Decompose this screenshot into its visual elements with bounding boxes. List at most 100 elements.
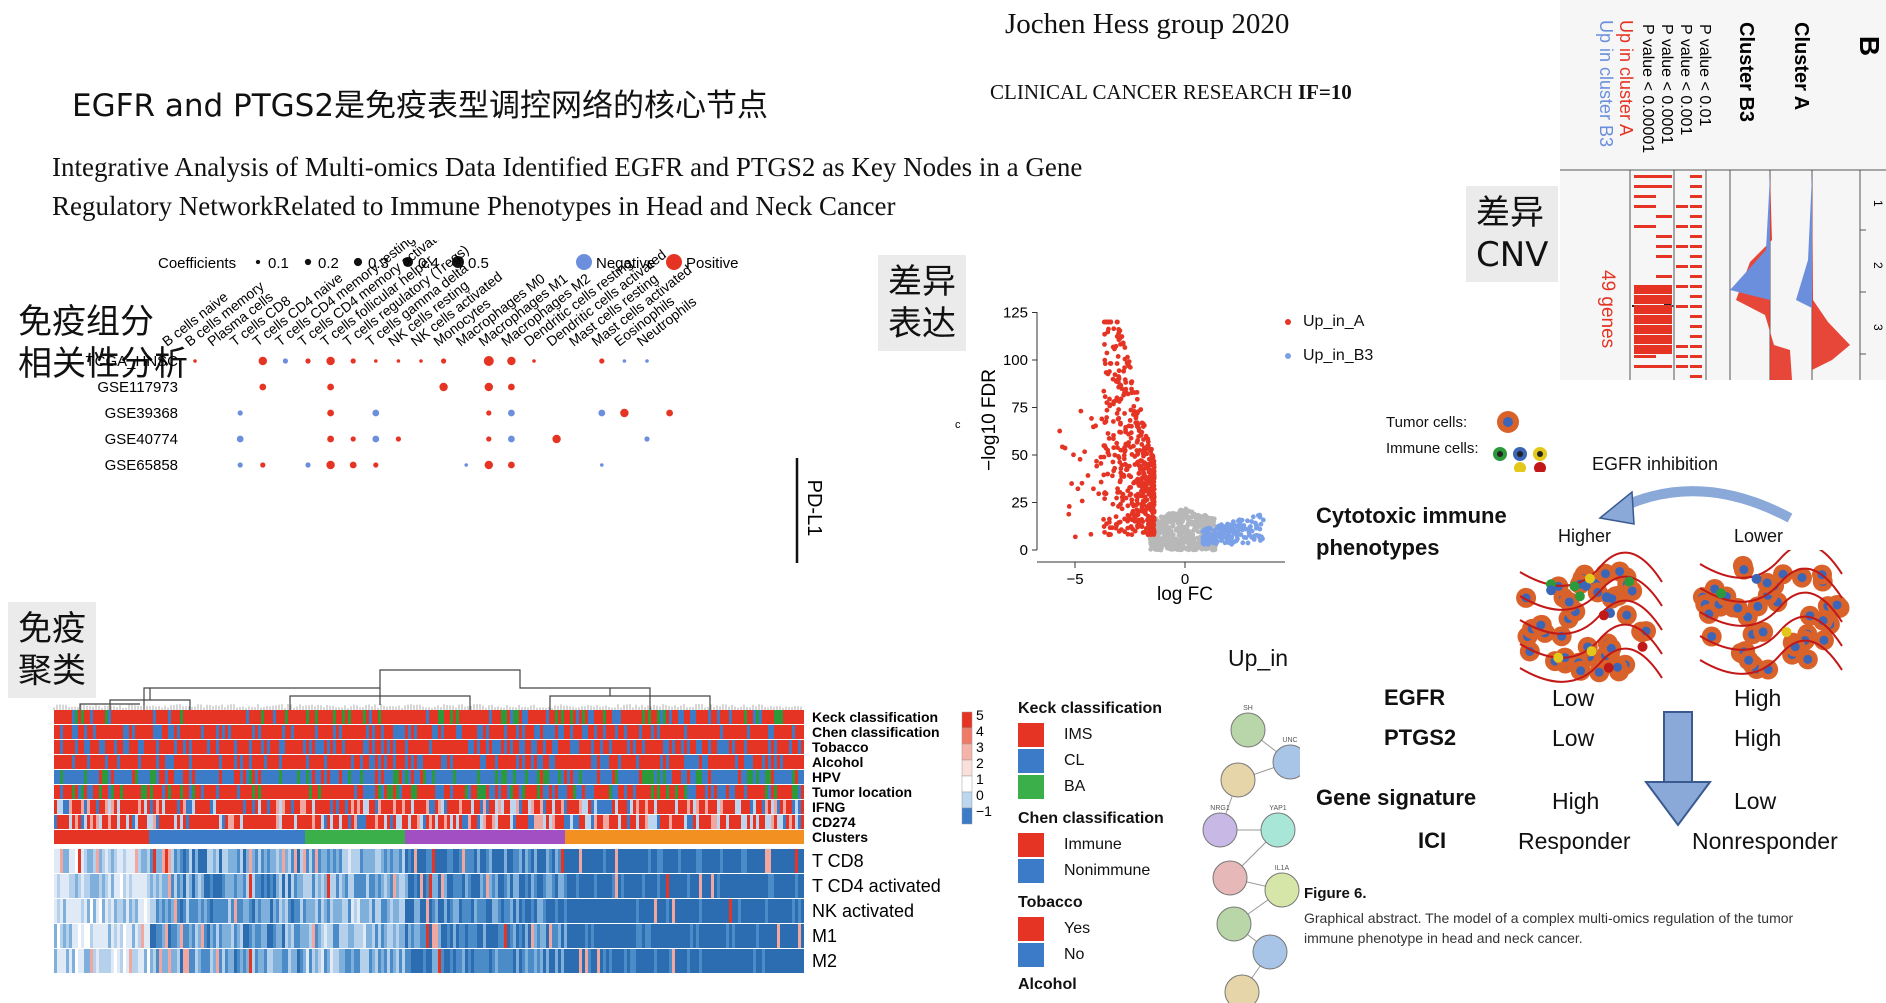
- annotation-cell: [489, 725, 492, 739]
- annotation-cell: [387, 740, 390, 754]
- annotation-cell: [384, 800, 387, 814]
- annotation-cell: [207, 800, 210, 814]
- annotation-cell: [561, 740, 564, 754]
- heat-cell: [390, 849, 393, 873]
- annotation-cell: [273, 725, 276, 739]
- heat-cell: [486, 874, 489, 898]
- annotation-cell: [486, 815, 489, 829]
- annotation-cell: [249, 740, 252, 754]
- annotation-cell: [417, 725, 420, 739]
- annotation-cell: [435, 740, 438, 754]
- annotation-cell: [717, 800, 720, 814]
- annotation-cell: [498, 785, 501, 799]
- annotation-cell: [774, 785, 777, 799]
- annotation-cell: [471, 800, 474, 814]
- annotation-cell: [591, 785, 594, 799]
- annotation-cell: [666, 800, 669, 814]
- heat-cell: [378, 849, 381, 873]
- heat-cell: [234, 899, 237, 923]
- annotation-cell: [213, 710, 216, 724]
- annotation-cell: [171, 710, 174, 724]
- annotation-cell: [531, 755, 534, 769]
- heat-cell: [366, 849, 369, 873]
- heat-cell: [771, 899, 774, 923]
- annotation-cell: [624, 770, 627, 784]
- annotation-cell: [288, 770, 291, 784]
- heat-cell: [195, 899, 198, 923]
- annotation-cell: [69, 800, 72, 814]
- annotation-cell: [795, 800, 798, 814]
- annotation-cell: [693, 770, 696, 784]
- heat-cell: [651, 849, 654, 873]
- immune-cell: [1781, 627, 1792, 638]
- annotation-cell: [630, 800, 633, 814]
- annotation-cell: [393, 710, 396, 724]
- annotation-cell: [537, 710, 540, 724]
- heat-cell: [612, 849, 615, 873]
- heat-cell: [672, 874, 675, 898]
- tumor-nucleus: [1744, 655, 1754, 665]
- annotation-cell: [126, 740, 129, 754]
- dot-point: [259, 383, 267, 391]
- heat-cell: [138, 899, 141, 923]
- annotation-cell: [684, 770, 687, 784]
- annotation-cell: [372, 740, 375, 754]
- heat-cell: [798, 849, 801, 873]
- annotation-cell: [60, 740, 63, 754]
- ptgs2-low: Low: [1552, 725, 1595, 751]
- annotation-cell: [579, 755, 582, 769]
- annotation-cell: [114, 770, 117, 784]
- annotation-cell: [672, 800, 675, 814]
- annotation-cell: [435, 710, 438, 724]
- annotation-cell: [591, 740, 594, 754]
- heat-cell: [459, 874, 462, 898]
- annotation-cell: [261, 740, 264, 754]
- heat-cell: [528, 874, 531, 898]
- annotation-cell: [270, 740, 273, 754]
- annotation-cell: [318, 755, 321, 769]
- annotation-cell: [273, 770, 276, 784]
- heat-cell: [159, 849, 162, 873]
- heat-cell: [759, 849, 762, 873]
- heat-cell: [564, 924, 567, 948]
- cnv-sig-stripe: [1690, 225, 1702, 228]
- annotation-cell: [60, 725, 63, 739]
- annotation-cell: [390, 770, 393, 784]
- annotation-cell: [624, 710, 627, 724]
- annotation-cell: [597, 785, 600, 799]
- annotation-cell: [591, 800, 594, 814]
- heat-cell: [525, 849, 528, 873]
- annotation-cell: [711, 740, 714, 754]
- annotation-cell: [369, 800, 372, 814]
- heat-cell: [783, 924, 786, 948]
- volcano-point-a: [1121, 452, 1127, 458]
- heat-cell: [261, 899, 264, 923]
- annotation-cell: [138, 740, 141, 754]
- annotation-cell: [165, 770, 168, 784]
- heat-cell: [594, 849, 597, 873]
- annotation-cell: [282, 785, 285, 799]
- annotation-cell: [351, 815, 354, 829]
- volcano-point-a: [1122, 377, 1128, 383]
- heat-cell: [60, 874, 63, 898]
- heat-cell: [78, 874, 81, 898]
- heat-cell: [534, 924, 537, 948]
- annotation-cell: [660, 710, 663, 724]
- annotation-cell: [645, 815, 648, 829]
- annotation-cell: [645, 800, 648, 814]
- annotation-cell: [483, 710, 486, 724]
- annotation-cell: [606, 725, 609, 739]
- heat-cell: [186, 924, 189, 948]
- heat-cell: [201, 899, 204, 923]
- heat-cell: [282, 874, 285, 898]
- annotation-cell: [672, 755, 675, 769]
- annotation-cell: [264, 755, 267, 769]
- annotation-cell: [489, 800, 492, 814]
- annotation-cell: [534, 725, 537, 739]
- annotation-cell: [81, 800, 84, 814]
- annotation-cell: [792, 815, 795, 829]
- annotation-cell: [603, 755, 606, 769]
- annotation-cell: [360, 710, 363, 724]
- annotation-cell: [744, 770, 747, 784]
- annotation-cell: [345, 785, 348, 799]
